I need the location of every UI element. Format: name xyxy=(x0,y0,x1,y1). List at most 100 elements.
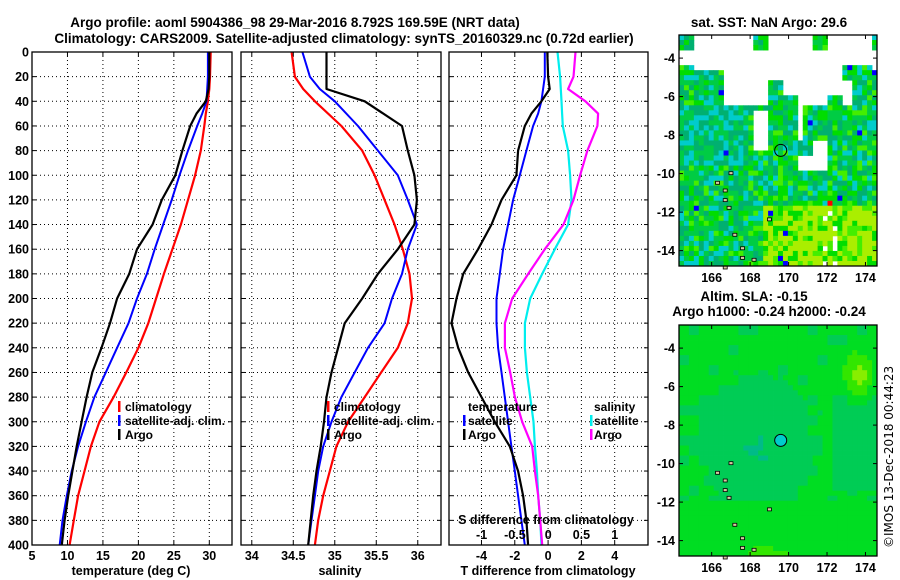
map-cell xyxy=(723,180,729,187)
map-cell xyxy=(683,165,690,171)
x-tick-label: 35.5 xyxy=(364,549,388,563)
map-cell xyxy=(842,400,848,406)
island xyxy=(740,255,745,260)
map-cell xyxy=(778,545,784,552)
map-cell xyxy=(683,110,690,116)
argo-float-marker xyxy=(774,433,788,447)
map-cell xyxy=(738,430,744,436)
map-cell xyxy=(852,490,858,497)
map-cell xyxy=(738,380,744,386)
map-cell xyxy=(718,250,724,257)
map-cell xyxy=(713,245,719,252)
map-cell xyxy=(842,440,848,446)
map-cell xyxy=(703,125,710,131)
map-cell xyxy=(857,170,863,177)
imos-credit: ©IMOS 13-Dec-2018 00:44:23 xyxy=(882,366,896,548)
map-cell xyxy=(773,515,779,522)
map-cell xyxy=(693,195,700,202)
map-cell xyxy=(713,480,719,487)
map-cell xyxy=(698,260,705,267)
map-cell xyxy=(768,130,774,136)
map-cell xyxy=(718,525,724,532)
map-cell xyxy=(822,465,828,472)
map-cell xyxy=(763,480,769,487)
map-cell xyxy=(708,175,715,182)
map-cell xyxy=(857,400,863,406)
map-cell xyxy=(867,435,873,441)
map-cell xyxy=(852,85,858,91)
map-cell xyxy=(773,115,779,121)
map-cell xyxy=(773,90,779,96)
map-cell xyxy=(703,140,710,146)
map-cell xyxy=(807,515,814,522)
map-cell xyxy=(867,240,873,247)
map-cell xyxy=(867,85,873,91)
map-cell xyxy=(713,435,719,441)
map-cell xyxy=(872,380,878,386)
map-cell xyxy=(708,490,715,497)
map-cell xyxy=(748,370,754,376)
map-cell xyxy=(683,225,690,232)
map-cell xyxy=(807,260,814,267)
map-cell xyxy=(822,510,828,517)
map-cell xyxy=(817,525,823,532)
map-cell xyxy=(743,255,749,262)
map-cell xyxy=(832,465,838,472)
map-cell xyxy=(703,170,710,177)
map-cell xyxy=(693,550,700,557)
map-cell xyxy=(708,385,715,391)
lat-tick-label: -14 xyxy=(657,534,675,548)
map-cell xyxy=(773,485,779,492)
map-cell xyxy=(778,210,784,217)
map-cell xyxy=(872,160,878,166)
map-cell xyxy=(792,475,799,482)
map-cell xyxy=(782,105,789,111)
map-cell xyxy=(703,255,710,262)
map-cell xyxy=(708,100,715,106)
map-cell xyxy=(698,95,705,101)
map-cell xyxy=(857,335,863,341)
map-cell xyxy=(778,360,784,366)
legend-label-s-argo: Argo xyxy=(594,428,622,442)
map-cell xyxy=(703,340,710,346)
map-cell xyxy=(718,445,724,451)
map-cell xyxy=(787,125,794,131)
map-cell xyxy=(728,370,734,376)
map-cell xyxy=(753,235,759,242)
map-cell xyxy=(723,505,729,512)
map-cell xyxy=(787,380,794,386)
map-cell xyxy=(688,485,695,492)
map-cell xyxy=(867,200,873,207)
map-cell xyxy=(698,445,705,451)
map-cell xyxy=(743,135,749,141)
map-cell xyxy=(872,375,878,381)
map-cell xyxy=(807,370,814,376)
map-cell xyxy=(857,110,863,116)
map-cell xyxy=(812,360,818,366)
map-cell xyxy=(867,515,873,522)
map-cell xyxy=(679,70,685,76)
map-cell xyxy=(832,355,838,361)
map-cell xyxy=(708,410,715,416)
map-cell xyxy=(862,375,868,381)
map-cell xyxy=(797,365,804,371)
map-cell xyxy=(787,525,794,532)
map-cell xyxy=(817,340,823,346)
map-cell xyxy=(693,180,700,187)
map-cell xyxy=(782,335,789,341)
map-cell xyxy=(812,405,818,411)
map-cell xyxy=(832,100,838,106)
map-cell xyxy=(713,325,719,331)
map-cell xyxy=(743,480,749,487)
map-cell xyxy=(733,450,739,456)
map-cell xyxy=(867,145,873,151)
map-cell xyxy=(703,215,710,222)
map-cell xyxy=(768,105,774,111)
map-cell xyxy=(693,470,700,477)
map-cell xyxy=(817,550,823,557)
map-cell xyxy=(718,220,724,227)
island xyxy=(722,488,728,493)
map-cell xyxy=(713,365,719,371)
map-cell xyxy=(802,470,809,477)
map-cell xyxy=(708,510,715,517)
